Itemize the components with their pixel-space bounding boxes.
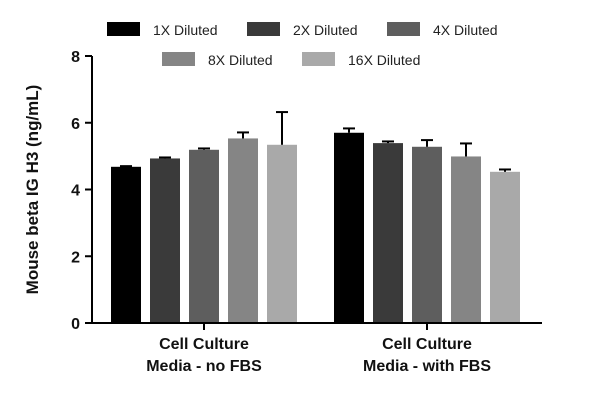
bar-2x-diluted-group-2 xyxy=(373,143,403,323)
legend-swatch-1x-diluted xyxy=(107,22,140,36)
bar-16x-diluted-group-2 xyxy=(490,171,520,323)
bar-2x-diluted-group-1 xyxy=(150,158,180,323)
bar-4x-diluted-group-1 xyxy=(189,149,219,323)
bar-4x-diluted-group-2 xyxy=(412,146,442,323)
legend-label-16x-diluted: 16X Diluted xyxy=(348,52,420,68)
legend-label-2x-diluted: 2X Diluted xyxy=(293,22,358,38)
bar-8x-diluted-group-1 xyxy=(228,138,258,323)
bars-group xyxy=(111,132,520,323)
axes-group: 0 2 4 6 8 Cell Culture Media - no FBS Cell Cult… xyxy=(71,49,542,375)
category-label-line: Cell Culture xyxy=(159,336,249,353)
legend-swatch-4x-diluted xyxy=(387,22,420,36)
legend-swatch-2x-diluted xyxy=(247,22,280,36)
y-tick-label: 0 xyxy=(71,316,80,333)
legend-label-4x-diluted: 4X Diluted xyxy=(433,22,498,38)
legend-swatch-8x-diluted xyxy=(162,52,195,66)
legend: 1X Diluted 2X Diluted 4X Diluted 8X Diluted… xyxy=(107,22,498,68)
legend-label-1x-diluted: 1X Diluted xyxy=(153,22,218,38)
bar-1x-diluted-group-2 xyxy=(334,132,364,323)
category-label-line: Media - with FBS xyxy=(363,358,491,375)
error-bars-group xyxy=(120,111,511,172)
y-tick-label: 8 xyxy=(71,49,80,66)
bar-16x-diluted-group-1 xyxy=(267,144,297,323)
legend-swatch-16x-diluted xyxy=(302,52,335,66)
y-tick-label: 2 xyxy=(71,249,80,266)
y-axis-title: Mouse beta IG H3 (ng/mL) xyxy=(23,85,42,295)
y-tick-label: 4 xyxy=(71,183,80,200)
bar-8x-diluted-group-2 xyxy=(451,156,481,323)
category-label-line: Cell Culture xyxy=(382,336,472,353)
bar-1x-diluted-group-1 xyxy=(111,166,141,323)
category-label-line: Media - no FBS xyxy=(146,358,262,375)
y-tick-label: 6 xyxy=(71,116,80,133)
legend-label-8x-diluted: 8X Diluted xyxy=(208,52,273,68)
